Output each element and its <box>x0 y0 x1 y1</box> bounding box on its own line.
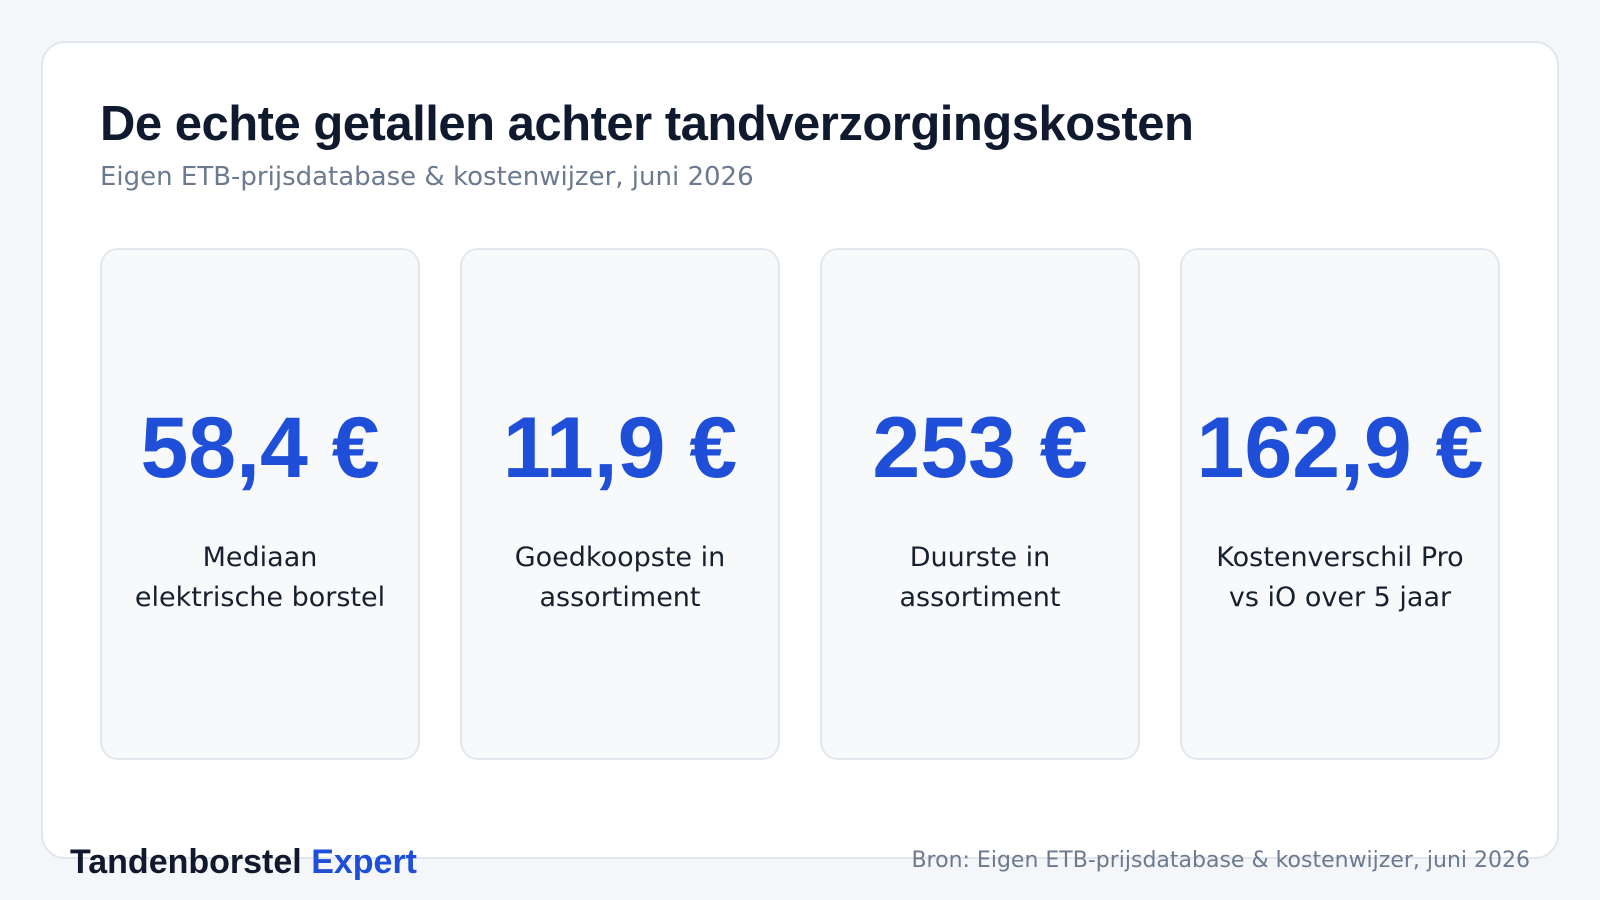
stat-value: 253 € <box>872 400 1088 496</box>
page-title: De echte getallen achter tandverzorgings… <box>100 97 1194 151</box>
stat-label: Goedkoopste in assortiment <box>514 542 726 613</box>
stat-value: 58,4 € <box>140 400 380 496</box>
stat-card-most-expensive: 253 € Duurste in assortiment <box>820 248 1140 760</box>
stat-card-cheapest: 11,9 € Goedkoopste in assortiment <box>460 248 780 760</box>
stat-card-cost-difference: 162,9 € Kostenverschil Pro vs iO over 5 … <box>1180 248 1500 760</box>
stat-label: Mediaan elektrische borstel <box>134 542 386 613</box>
stat-value: 11,9 € <box>502 400 738 496</box>
brand-logo: Tandenborstel Expert <box>70 843 417 882</box>
stat-label: Duurste in assortiment <box>899 542 1061 613</box>
stat-card-median: 58,4 € Mediaan elektrische borstel <box>100 248 420 760</box>
stats-grid: 58,4 € Mediaan elektrische borstel 11,9 … <box>100 248 1500 760</box>
stat-label: Kostenverschil Pro vs iO over 5 jaar <box>1216 542 1464 613</box>
page-subtitle: Eigen ETB-prijsdatabase & kostenwijzer, … <box>100 162 754 192</box>
source-note: Bron: Eigen ETB-prijsdatabase & kostenwi… <box>911 848 1530 873</box>
brand-name-accent: Expert <box>311 843 418 881</box>
stat-value: 162,9 € <box>1196 400 1484 496</box>
brand-name-primary: Tandenborstel <box>70 843 302 881</box>
